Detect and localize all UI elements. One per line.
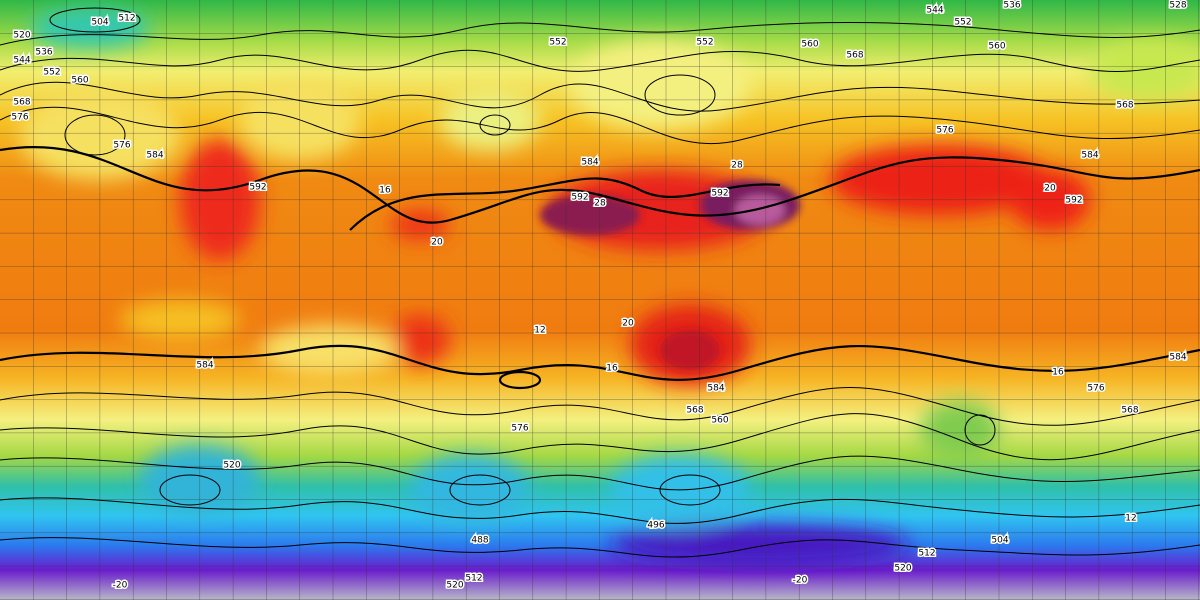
height-label: 560: [711, 416, 728, 426]
height-label: 568: [1116, 101, 1133, 111]
temperature-label: 12: [534, 326, 545, 336]
height-label: 536: [1003, 1, 1020, 11]
temperature-label: 28: [594, 199, 606, 209]
temperature-label: 16: [379, 186, 391, 196]
height-label: 520: [446, 581, 463, 591]
temperature-label: 20: [1044, 184, 1056, 194]
contour-labels: 504 5125205365445525605685765765845925845…: [10, 0, 1188, 592]
height-label: 552: [43, 68, 60, 78]
temperature-label: 16: [606, 364, 618, 374]
height-label: 504: [91, 18, 108, 28]
height-label: 584: [1169, 353, 1186, 363]
height-label: 512: [118, 14, 135, 24]
temperature-label: 28: [731, 161, 743, 171]
temperature-label: -20: [113, 581, 128, 591]
height-label: 584: [196, 361, 213, 371]
height-label: 520: [894, 564, 911, 574]
height-label: 568: [13, 98, 30, 108]
height-label: 592: [1065, 196, 1082, 206]
height-label: 496: [647, 521, 664, 531]
height-label: 560: [71, 76, 88, 86]
height-label: 568: [686, 406, 703, 416]
height-label: 528: [1169, 1, 1186, 11]
height-contours: [0, 7, 1200, 558]
height-label: 552: [954, 18, 971, 28]
height-label: 568: [1121, 406, 1138, 416]
height-label: 520: [13, 31, 30, 41]
height-label: 544: [926, 6, 943, 16]
height-label: 576: [1087, 384, 1104, 394]
height-label: 504: [991, 536, 1008, 546]
height-label: 592: [249, 183, 266, 193]
height-label: 512: [465, 574, 482, 584]
height-label: 576: [936, 126, 953, 136]
height-label: 512: [918, 549, 935, 559]
height-label: 584: [707, 384, 724, 394]
height-label: 584: [1081, 151, 1098, 161]
height-label: 584: [146, 151, 163, 161]
height-label: 592: [711, 189, 728, 199]
temperature-label: 12: [1125, 514, 1136, 524]
height-label: 488: [471, 536, 488, 546]
height-label: 560: [988, 42, 1005, 52]
temperature-label: 20: [431, 238, 443, 248]
height-label: 584: [581, 158, 598, 168]
height-label: 576: [511, 424, 528, 434]
temperature-label: 20: [622, 319, 634, 329]
height-label: 552: [549, 38, 566, 48]
temperature-label: 16: [1052, 368, 1064, 378]
height-label: 576: [11, 113, 28, 123]
height-label: 592: [571, 193, 588, 203]
height-label: 568: [846, 51, 863, 61]
height-label: 544: [13, 56, 30, 66]
temperature-label: -20: [793, 576, 808, 586]
hot-cores: [540, 180, 800, 370]
height-label: 536: [35, 48, 52, 58]
height-label: 576: [113, 141, 130, 151]
height-label: 520: [223, 461, 240, 471]
height-label: 560: [801, 40, 818, 50]
height-label: 552: [696, 38, 713, 48]
